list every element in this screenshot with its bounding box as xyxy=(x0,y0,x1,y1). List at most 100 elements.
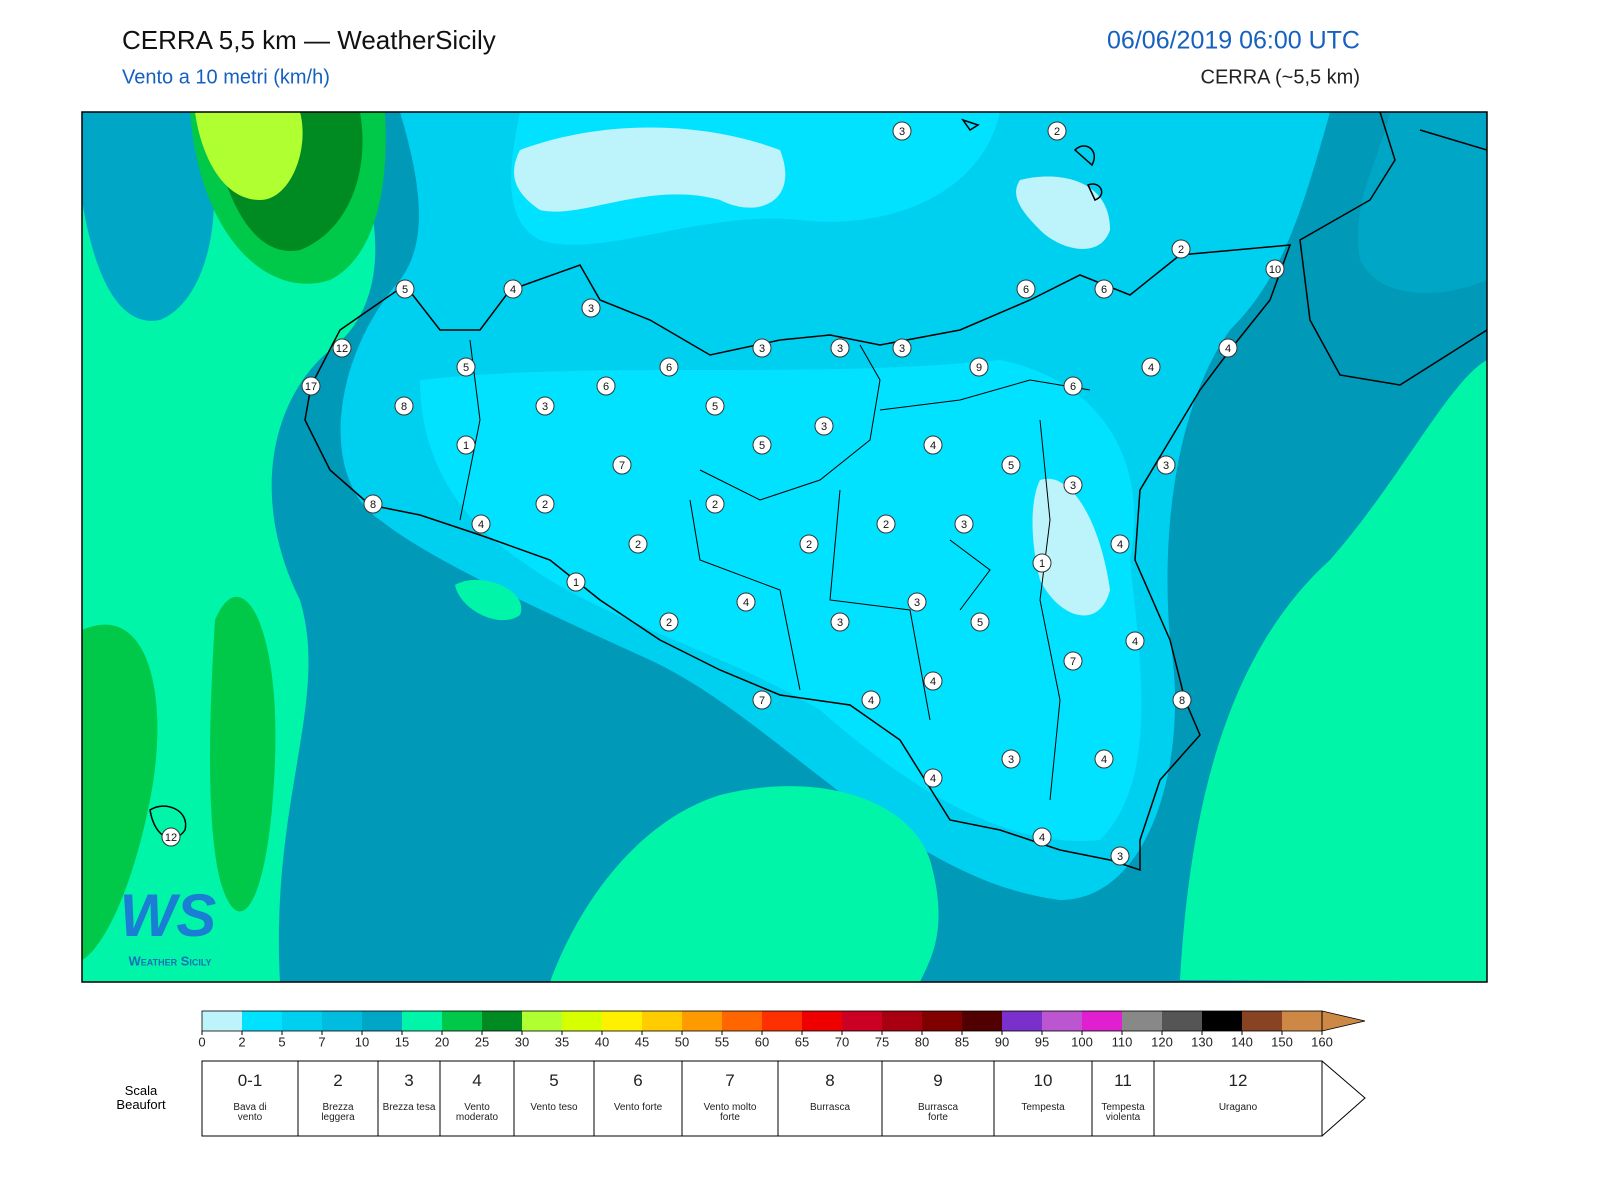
colorbar-tick-label: 20 xyxy=(435,1034,449,1049)
station-value: 4 xyxy=(1101,754,1107,766)
station-value: 5 xyxy=(402,284,408,296)
station-marker xyxy=(799,534,819,554)
station-value: 2 xyxy=(806,539,812,551)
beaufort-force: 11 xyxy=(1114,1071,1132,1090)
beaufort-label: Scala Beaufort xyxy=(116,1083,166,1112)
station-marker xyxy=(363,494,383,514)
colorbar-segment xyxy=(442,1011,482,1031)
station-value: 6 xyxy=(666,362,672,374)
beaufort-force: 6 xyxy=(633,1071,643,1090)
colorbar-segment xyxy=(282,1011,322,1031)
colorbar-tick-label: 40 xyxy=(595,1034,609,1049)
colorbar-tick-label: 70 xyxy=(835,1034,849,1049)
station-marker xyxy=(471,514,491,534)
station-value: 2 xyxy=(1178,244,1184,256)
station-value: 17 xyxy=(305,381,317,393)
station-value: 9 xyxy=(976,362,982,374)
station-value: 6 xyxy=(1101,284,1107,296)
station-marker xyxy=(596,376,616,396)
colorbar-tick-label: 45 xyxy=(635,1034,649,1049)
station-marker xyxy=(1172,690,1192,710)
station-value: 2 xyxy=(666,617,672,629)
beaufort-level: 12 Uragano xyxy=(1154,1061,1322,1136)
station-value: 12 xyxy=(165,832,177,844)
colorbar-tick-label: 140 xyxy=(1231,1034,1253,1049)
station-value: 4 xyxy=(930,773,936,785)
station-marker xyxy=(581,298,601,318)
station-value: 7 xyxy=(759,695,765,707)
station-marker xyxy=(923,768,943,788)
station-marker xyxy=(876,514,896,534)
beaufort-level: 6 Vento forte xyxy=(594,1061,682,1136)
station-marker xyxy=(830,612,850,632)
station-marker xyxy=(752,690,772,710)
station-marker xyxy=(1110,846,1130,866)
beaufort-force: 2 xyxy=(333,1071,343,1090)
map xyxy=(82,112,1487,982)
subtitle: Vento a 10 metri (km/h) xyxy=(122,66,330,88)
station-marker xyxy=(705,494,725,514)
beaufort-name: Brezza leggera xyxy=(321,1102,355,1123)
station-marker xyxy=(1125,631,1145,651)
beaufort-level: 4 Vento moderato xyxy=(440,1061,514,1136)
station-marker xyxy=(1218,338,1238,358)
colorbar-tick-label: 95 xyxy=(1035,1034,1049,1049)
station-marker xyxy=(705,396,725,416)
station-marker xyxy=(969,357,989,377)
colorbar-tick-label: 2 xyxy=(238,1034,245,1049)
station-value: 5 xyxy=(712,401,718,413)
station-marker xyxy=(923,671,943,691)
station-marker xyxy=(535,396,555,416)
colorbar-segment xyxy=(1082,1011,1122,1031)
station-marker xyxy=(814,416,834,436)
colorbar-tick-label: 75 xyxy=(875,1034,889,1049)
colorbar-tick-label: 60 xyxy=(755,1034,769,1049)
station-value: 8 xyxy=(1179,695,1185,707)
beaufort-force: 9 xyxy=(933,1071,943,1090)
colorbar-tick-label: 30 xyxy=(515,1034,529,1049)
beaufort-frame xyxy=(201,1060,1323,1137)
beaufort-arrow xyxy=(1321,1060,1366,1137)
colorbar-segment xyxy=(962,1011,1002,1031)
colorbar-tick-label: 160 xyxy=(1311,1034,1333,1049)
station-marker xyxy=(1110,534,1130,554)
beaufort-force: 10 xyxy=(1033,1071,1053,1090)
station-marker xyxy=(161,827,181,847)
station-value: 8 xyxy=(401,401,407,413)
title: CERRA 5,5 km — WeatherSicily xyxy=(122,25,496,55)
station-value: 4 xyxy=(930,440,936,452)
station-value: 4 xyxy=(930,676,936,688)
station-marker xyxy=(566,572,586,592)
station-value: 7 xyxy=(1070,656,1076,668)
logo-text: Weather Sicily xyxy=(128,953,211,968)
station-marker xyxy=(1265,259,1285,279)
station-value: 6 xyxy=(1070,381,1076,393)
colorbar-segment xyxy=(562,1011,602,1031)
station-marker xyxy=(1156,455,1176,475)
colorbar-segment xyxy=(482,1011,522,1031)
station-marker xyxy=(612,455,632,475)
beaufort-level: 5 Vento teso xyxy=(514,1061,594,1136)
colorbar-segment xyxy=(1002,1011,1042,1031)
beaufort-name: Vento forte xyxy=(613,1102,663,1113)
station-marker xyxy=(736,592,756,612)
beaufort-name: Burrasca forte xyxy=(917,1102,958,1123)
colorbar-tick-label: 15 xyxy=(395,1034,409,1049)
colorbar-segment xyxy=(842,1011,882,1031)
station-value: 4 xyxy=(1225,343,1231,355)
station-value: 4 xyxy=(1117,539,1123,551)
station-value: 3 xyxy=(542,401,548,413)
beaufort-force: 8 xyxy=(825,1071,835,1090)
station-marker xyxy=(1001,455,1021,475)
station-value: 4 xyxy=(1132,636,1138,648)
colorbar-tick-label: 65 xyxy=(795,1034,809,1049)
station-value: 5 xyxy=(977,617,983,629)
station-value: 7 xyxy=(619,460,625,472)
station-value: 1 xyxy=(1039,558,1045,570)
station-value: 3 xyxy=(914,597,920,609)
station-marker xyxy=(892,338,912,358)
station-marker xyxy=(1032,553,1052,573)
beaufort-force: 0-1 xyxy=(237,1071,263,1090)
station-marker xyxy=(659,612,679,632)
